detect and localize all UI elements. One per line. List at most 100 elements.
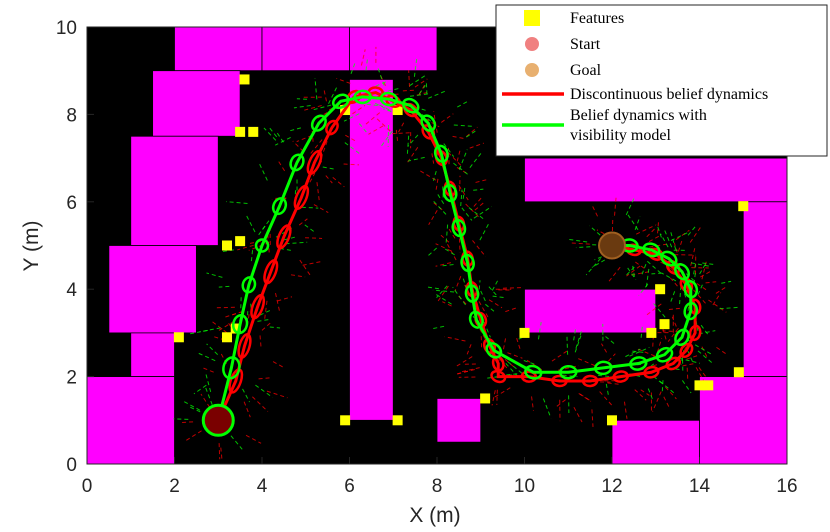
legend-goal-swatch: [525, 63, 539, 77]
measurement-ray: [669, 276, 678, 287]
measurement-ray: [570, 242, 590, 245]
measurement-ray: [323, 88, 327, 102]
measurement-ray: [181, 421, 194, 424]
measurement-ray: [469, 152, 482, 168]
covariance-ellipse: [559, 364, 578, 380]
covariance-ellipse: [271, 197, 288, 216]
measurement-ray: [432, 289, 455, 293]
measurement-ray: [472, 240, 487, 258]
x-tick-label: 10: [514, 476, 535, 497]
measurement-ray: [599, 391, 613, 407]
covariance-ellipse: [674, 263, 690, 281]
measurement-ray: [671, 316, 677, 327]
measurement-ray: [332, 176, 345, 188]
measurement-ray: [585, 258, 602, 276]
measurement-ray: [230, 435, 243, 450]
measurement-ray: [277, 159, 286, 172]
measurement-ray: [647, 388, 654, 401]
covariance-ellipse: [460, 253, 475, 273]
legend-feature-swatch: [524, 10, 540, 26]
obstacle: [349, 79, 394, 421]
measurement-ray: [673, 242, 678, 253]
measurement-ray: [454, 276, 462, 292]
feature-marker: [655, 284, 666, 295]
measurement-ray: [376, 118, 391, 132]
measurement-ray: [456, 293, 467, 305]
measurement-ray: [700, 324, 709, 336]
obstacles: [86, 26, 788, 465]
measurement-ray: [689, 225, 702, 243]
measurement-ray: [686, 367, 689, 380]
measurement-ray: [409, 74, 427, 87]
legend-label: Discontinuous belief dynamics: [570, 86, 768, 103]
measurement-ray: [336, 77, 351, 84]
measurement-ray: [699, 263, 707, 275]
measurement-ray: [320, 141, 328, 158]
measurement-ray: [440, 113, 454, 123]
measurement-ray: [634, 216, 641, 231]
measurement-ray: [402, 89, 415, 92]
measurement-ray: [501, 373, 518, 376]
legend-label: visibility model: [570, 127, 671, 144]
measurement-ray: [708, 299, 727, 313]
axes: 0 2 4 6 8 10 12 14 16 0 2 4 6 8 10: [56, 18, 798, 497]
measurement-ray: [322, 166, 335, 170]
measurement-ray: [460, 367, 480, 373]
y-axis-label: Y (m): [20, 221, 43, 272]
measurement-ray: [309, 172, 316, 183]
covariance-ellipse: [468, 310, 484, 329]
measurement-ray: [602, 333, 615, 344]
measurement-ray: [601, 343, 608, 353]
measurement-ray: [625, 196, 635, 216]
legend: Features Start Goal Discontinuous belief dy…: [495, 4, 828, 157]
covariance-ellipse: [222, 356, 241, 380]
x-tick-label: 14: [689, 476, 711, 497]
measurement-ray: [682, 362, 696, 367]
measurement-ray: [452, 135, 466, 140]
measurement-ray: [206, 343, 219, 355]
covariance-ellipse: [655, 346, 674, 363]
measurement-ray: [457, 101, 468, 108]
measurement-ray: [211, 320, 228, 334]
covariance-ellipse: [250, 293, 266, 320]
measurement-ray: [661, 272, 677, 282]
measurement-ray: [646, 228, 656, 238]
measurement-ray: [697, 350, 713, 364]
feature-marker: [222, 240, 232, 251]
x-tick-label: 2: [169, 476, 180, 497]
measurement-ray: [269, 127, 278, 138]
measurement-ray: [485, 303, 495, 312]
covariance-ellipse: [665, 356, 682, 371]
feature-marker: [703, 380, 714, 391]
measurement-ray: [214, 306, 235, 309]
x-axis-label: X (m): [409, 504, 460, 527]
measurement-ray: [475, 178, 490, 183]
measurement-ray: [667, 327, 679, 342]
measurement-ray: [284, 236, 297, 241]
feature-marker: [607, 415, 617, 426]
measurement-ray: [245, 434, 262, 444]
measurement-ray: [566, 336, 569, 355]
measurement-ray: [479, 223, 490, 241]
measurement-ray: [700, 270, 712, 278]
measurement-ray: [607, 382, 622, 386]
start-marker: [201, 403, 235, 437]
measurement-ray: [296, 135, 313, 143]
measurement-ray: [458, 149, 468, 170]
measurement-ray: [316, 182, 320, 202]
covariance-ellipse: [594, 360, 613, 376]
measurement-ray: [462, 187, 466, 199]
measurement-ray: [328, 86, 338, 104]
covariance-ellipse: [263, 259, 279, 285]
measurement-ray: [428, 210, 438, 225]
x-tick-label: 16: [776, 476, 797, 497]
covariance-ellipse: [451, 218, 467, 238]
covariance-ellipse: [625, 243, 643, 257]
measurement-ray: [664, 230, 673, 248]
goal-marker: [598, 231, 626, 260]
measurement-ray: [418, 85, 426, 95]
measurement-ray: [491, 278, 499, 291]
measurement-ray: [670, 231, 677, 250]
measurement-ray: [697, 284, 703, 295]
measurement-ray: [305, 237, 323, 239]
